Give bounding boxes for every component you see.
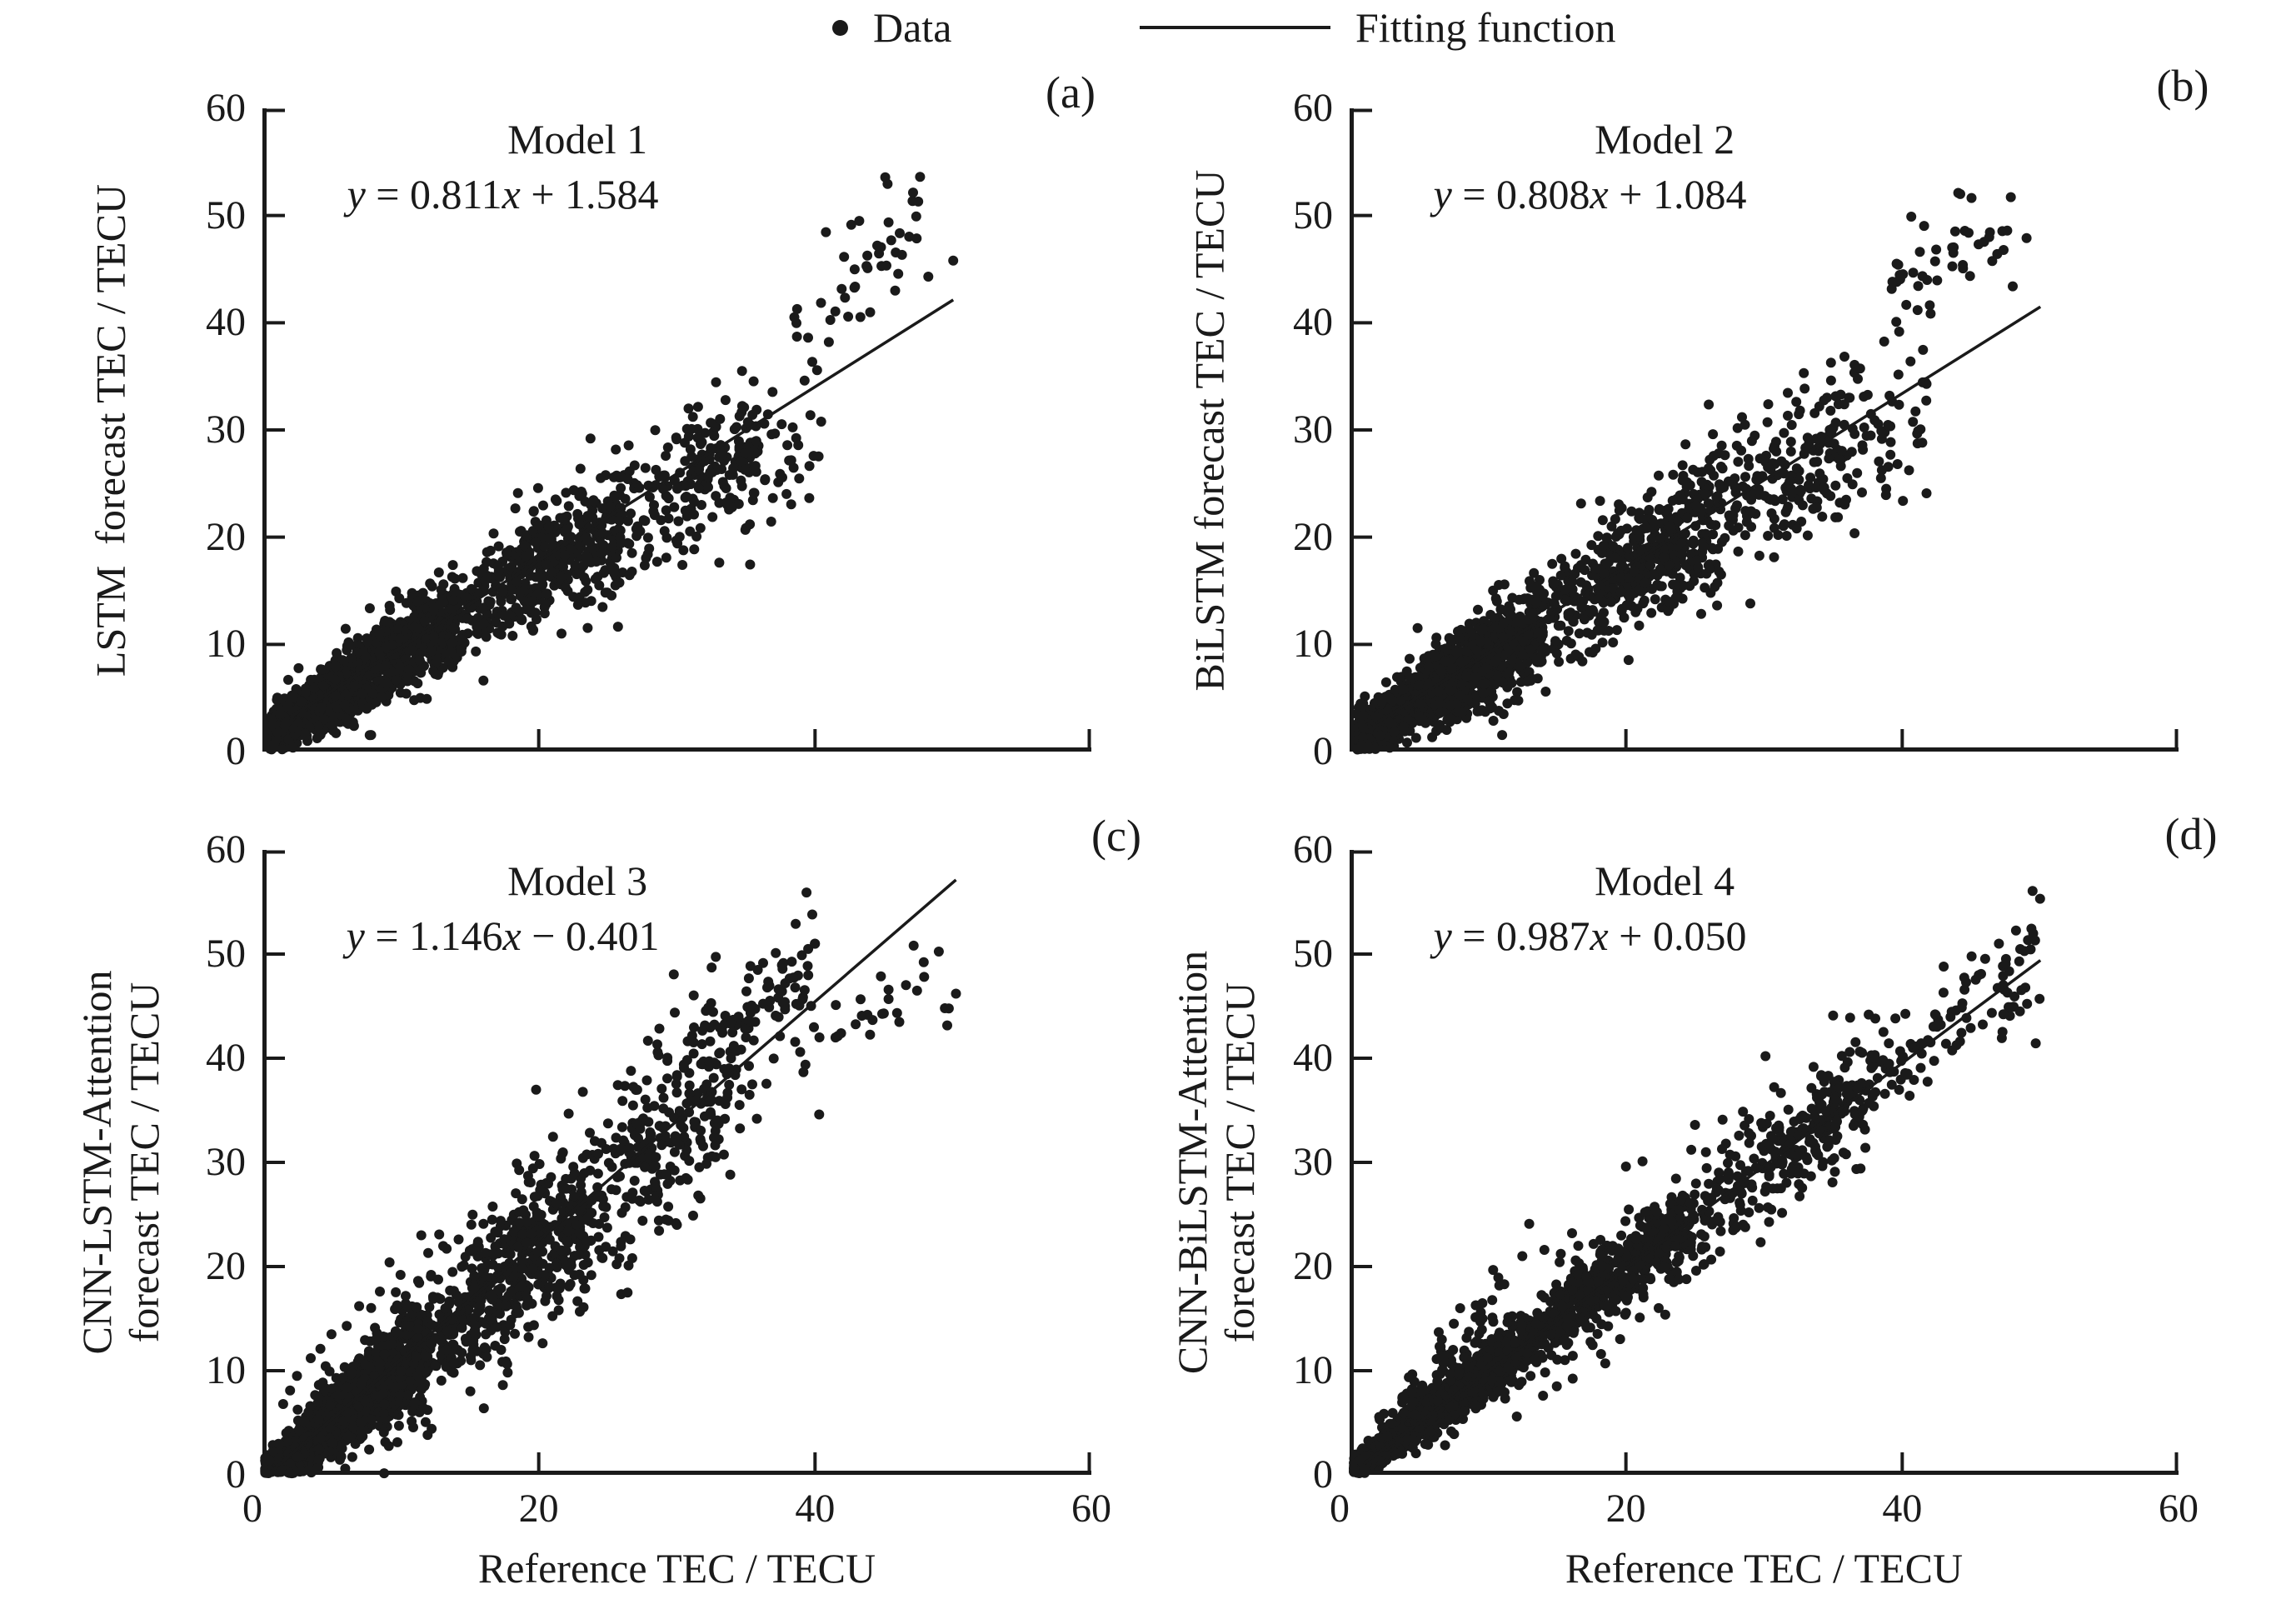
equation-variable: x [502, 912, 522, 959]
y-tick-label: 30 [1293, 1140, 1333, 1184]
y-axis-label-line: CNN-BiLSTM-Attention [1169, 950, 1215, 1375]
panel-letter: (b) [2156, 61, 2209, 111]
scatter-plot [1349, 850, 2179, 1478]
panel-letter: (a) [1046, 67, 1096, 117]
x-tick-label: 60 [2159, 1487, 2199, 1531]
y-tick-label: 40 [206, 1036, 246, 1080]
y-tick-label: 50 [1293, 192, 1333, 237]
y-tick-label: 10 [206, 1348, 246, 1392]
data-marker-icon [832, 20, 848, 36]
x-axis-label: Reference TEC / TECU [1565, 1545, 1964, 1592]
equation-variable: x [1590, 171, 1609, 217]
y-axis-label: LSTM forecast TEC / TECU [87, 47, 135, 814]
equation-text: + 1.584 [520, 171, 659, 217]
y-tick-label: 0 [1313, 1452, 1333, 1497]
equation-variable: x [1590, 912, 1609, 959]
equation-text: − 0.401 [521, 912, 660, 959]
scatter-plot [1350, 108, 2179, 755]
y-tick-label: 20 [1293, 1244, 1333, 1288]
y-tick-label: 40 [1293, 300, 1333, 345]
y-tick-label: 40 [206, 300, 246, 345]
y-tick-label: 30 [206, 407, 246, 452]
x-tick-label: 20 [1605, 1487, 1646, 1531]
y-tick-label: 0 [226, 1452, 246, 1497]
fit-line-icon [1140, 26, 1330, 29]
panel-title: Model 1 [507, 116, 648, 162]
y-tick-label: 30 [1293, 407, 1333, 452]
legend-data-label: Data [873, 4, 952, 51]
equation-variable: y [346, 912, 365, 959]
fit-equation: y = 0.808x + 1.084 [1249, 170, 1932, 218]
fit-equation: y = 1.146x − 0.401 [162, 912, 845, 960]
fit-equation: y = 0.811x + 1.584 [162, 170, 845, 218]
equation-text: = 0.987 [1451, 912, 1590, 959]
equation-variable: x [502, 171, 521, 217]
y-tick-label: 50 [206, 192, 246, 237]
panel-title: Model 4 [1595, 857, 1735, 904]
y-axis-label-line: LSTM forecast TEC / TECU [87, 183, 134, 677]
y-tick-label: 20 [206, 514, 246, 559]
x-axis-label: Reference TEC / TECU [477, 1545, 876, 1592]
y-tick-label: 20 [1293, 514, 1333, 559]
fit-line [1362, 959, 2042, 1466]
y-tick-label: 50 [1293, 932, 1333, 976]
equation-text: + 1.084 [1608, 171, 1747, 217]
panel-letter: (d) [2164, 809, 2218, 859]
legend-fit-label: Fitting function [1355, 4, 1616, 51]
equation-text: = 0.811 [365, 171, 502, 217]
y-tick-label: 30 [206, 1140, 246, 1184]
equation-text: + 0.050 [1608, 912, 1747, 959]
panel-title: Model 2 [1595, 116, 1735, 162]
y-tick-label: 0 [226, 729, 246, 773]
x-tick-label: 20 [518, 1487, 559, 1531]
panel-letter: (c) [1091, 811, 1141, 861]
x-tick-label: 0 [242, 1487, 262, 1531]
y-tick-label: 60 [206, 827, 246, 872]
fit-equation: y = 0.987x + 0.050 [1249, 912, 1932, 960]
fit-line [1376, 305, 2042, 724]
x-tick-label: 60 [1071, 1487, 1111, 1531]
scatter-plot [262, 108, 1091, 755]
equation-text: = 1.146 [364, 912, 503, 959]
x-tick-label: 40 [795, 1487, 836, 1531]
y-tick-label: 40 [1293, 1036, 1333, 1080]
equation-variable: y [347, 171, 366, 217]
fit-line [268, 878, 957, 1475]
y-tick-label: 10 [1293, 622, 1333, 667]
equation-variable: y [1433, 912, 1452, 959]
y-tick-label: 50 [206, 932, 246, 976]
y-tick-label: 60 [206, 86, 246, 130]
y-tick-label: 10 [206, 622, 246, 667]
y-axis-label-line: CNN-LSTM-Attention [73, 970, 120, 1355]
y-tick-label: 0 [1313, 729, 1333, 773]
fit-line [289, 298, 955, 719]
y-tick-label: 10 [1293, 1348, 1333, 1392]
panel-title: Model 3 [507, 857, 648, 904]
x-tick-label: 40 [1882, 1487, 1923, 1531]
equation-variable: y [1433, 171, 1452, 217]
scatter-plot [260, 850, 1091, 1479]
y-tick-label: 20 [206, 1244, 246, 1288]
x-tick-label: 0 [1330, 1487, 1350, 1531]
y-tick-label: 60 [1293, 86, 1333, 130]
y-tick-label: 60 [1293, 827, 1333, 872]
equation-text: = 0.808 [1451, 171, 1590, 217]
